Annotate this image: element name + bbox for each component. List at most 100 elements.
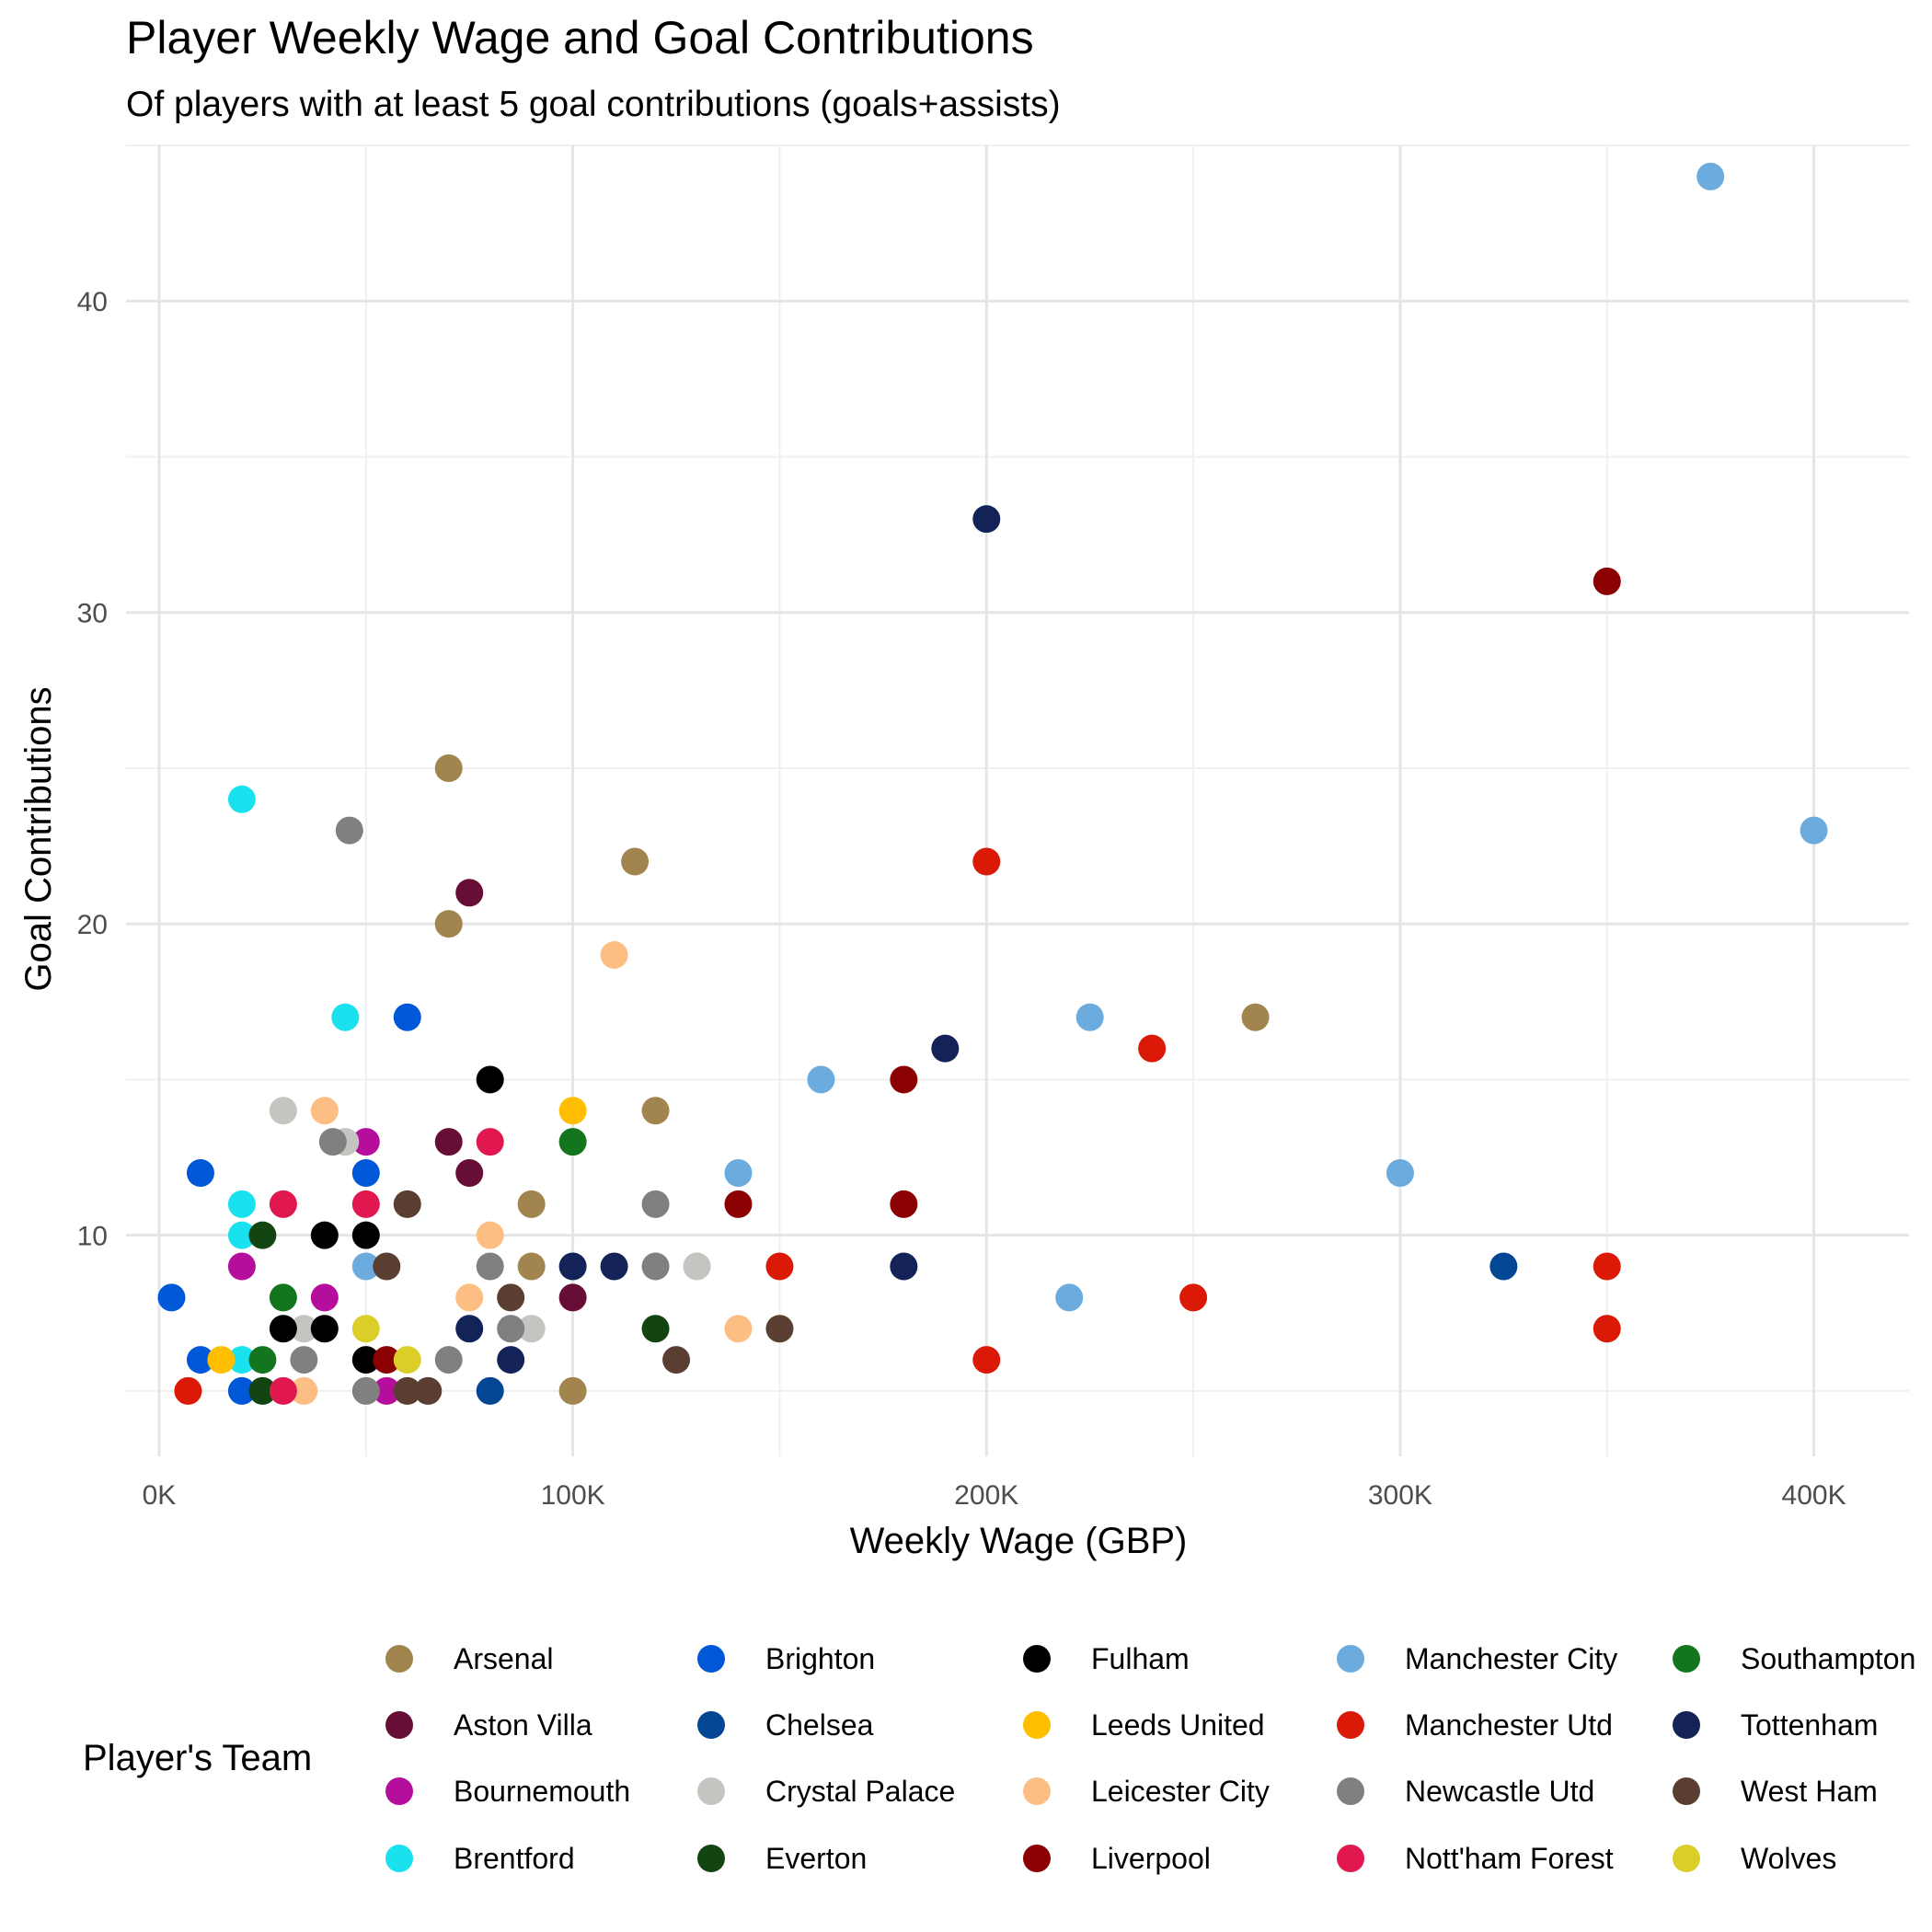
data-point bbox=[373, 1376, 401, 1405]
data-point bbox=[558, 1097, 587, 1125]
data-point bbox=[310, 1097, 339, 1125]
legend-swatch bbox=[697, 1645, 725, 1673]
data-point bbox=[683, 1252, 711, 1281]
data-point bbox=[414, 1376, 443, 1405]
legend-label: Wolves bbox=[1741, 1842, 1836, 1875]
y-tick-label: 20 bbox=[77, 910, 108, 940]
data-point bbox=[248, 1376, 277, 1405]
x-tick-label: 200K bbox=[954, 1480, 1018, 1511]
legend-item: Arsenal bbox=[385, 1642, 554, 1675]
data-point bbox=[517, 1315, 546, 1343]
legend-swatch bbox=[1673, 1645, 1700, 1673]
data-point bbox=[1386, 1158, 1414, 1187]
legend-swatch bbox=[697, 1845, 725, 1872]
chart-subtitle: Of players with at least 5 goal contribu… bbox=[126, 85, 1061, 124]
legend-item: Everton bbox=[697, 1842, 867, 1875]
legend-swatch bbox=[385, 1711, 413, 1739]
data-point bbox=[497, 1346, 525, 1374]
gridlines bbox=[126, 144, 1909, 1456]
data-point bbox=[269, 1283, 297, 1312]
legend-label: Leeds United bbox=[1091, 1708, 1265, 1742]
data-point bbox=[290, 1315, 318, 1343]
legend-label: Aston Villa bbox=[454, 1708, 592, 1742]
x-tick-label: 0K bbox=[143, 1480, 177, 1511]
data-point bbox=[157, 1283, 186, 1312]
y-tick-label: 30 bbox=[77, 599, 108, 629]
legend-swatch bbox=[385, 1777, 413, 1805]
legend-swatch bbox=[1337, 1645, 1364, 1673]
legend-item: Leicester City bbox=[1023, 1775, 1270, 1808]
legend-label: Manchester Utd bbox=[1405, 1708, 1613, 1742]
legend-swatch bbox=[1673, 1777, 1700, 1805]
legend-item: Fulham bbox=[1023, 1642, 1190, 1675]
data-point bbox=[890, 1065, 918, 1094]
legend-item: Brentford bbox=[385, 1842, 575, 1875]
data-point bbox=[641, 1252, 670, 1281]
data-point bbox=[641, 1190, 670, 1218]
data-point bbox=[497, 1283, 525, 1312]
data-point bbox=[724, 1190, 753, 1218]
data-point bbox=[351, 1128, 380, 1156]
legend-label: Nott'ham Forest bbox=[1405, 1842, 1614, 1875]
data-point bbox=[517, 1190, 546, 1218]
legend-item: West Ham bbox=[1673, 1775, 1878, 1808]
data-point bbox=[227, 1252, 256, 1281]
data-point bbox=[600, 941, 628, 970]
data-point bbox=[476, 1221, 504, 1249]
data-point bbox=[310, 1221, 339, 1249]
legend-swatch bbox=[1023, 1645, 1051, 1673]
data-point bbox=[335, 816, 363, 845]
data-point bbox=[641, 1097, 670, 1125]
data-point bbox=[434, 910, 463, 938]
data-point bbox=[269, 1315, 297, 1343]
data-point bbox=[434, 1346, 463, 1374]
y-tick-label: 10 bbox=[77, 1222, 108, 1252]
legend-label: Brentford bbox=[454, 1842, 575, 1875]
legend-swatch bbox=[1023, 1777, 1051, 1805]
legend-label: Brighton bbox=[765, 1642, 875, 1675]
data-point bbox=[269, 1190, 297, 1218]
legend-swatch bbox=[1673, 1711, 1700, 1739]
data-point bbox=[290, 1346, 318, 1374]
data-point bbox=[1696, 162, 1725, 190]
legend-item: Bournemouth bbox=[385, 1775, 630, 1808]
data-point bbox=[393, 1346, 421, 1374]
legend-item: Manchester City bbox=[1337, 1642, 1617, 1675]
data-point bbox=[807, 1065, 835, 1094]
x-tick-label: 100K bbox=[541, 1480, 605, 1511]
data-point bbox=[724, 1158, 753, 1187]
legend-label: Everton bbox=[765, 1842, 867, 1875]
data-point bbox=[765, 1315, 794, 1343]
legend-item: Leeds United bbox=[1023, 1708, 1265, 1742]
data-point bbox=[290, 1376, 318, 1405]
legend-swatch bbox=[697, 1711, 725, 1739]
data-point bbox=[1075, 1003, 1104, 1031]
legend-label: Arsenal bbox=[454, 1642, 554, 1675]
legend-item: Newcastle Utd bbox=[1337, 1775, 1594, 1808]
data-point bbox=[373, 1252, 401, 1281]
legend-item: Chelsea bbox=[697, 1708, 874, 1742]
legend-item: Brighton bbox=[697, 1642, 875, 1675]
data-point bbox=[1800, 816, 1828, 845]
legend-title: Player's Team bbox=[83, 1738, 312, 1778]
legend: Arsenal Aston Villa Bournemouth Brentford Br… bbox=[385, 1642, 1915, 1875]
data-point bbox=[455, 879, 484, 907]
y-axis-ticks: 10 20 30 40 bbox=[77, 287, 108, 1251]
legend-swatch bbox=[1337, 1777, 1364, 1805]
y-tick-label: 40 bbox=[77, 287, 108, 317]
legend-label: West Ham bbox=[1741, 1775, 1878, 1808]
data-point bbox=[207, 1346, 236, 1374]
data-point bbox=[765, 1252, 794, 1281]
legend-item: Tottenham bbox=[1673, 1708, 1878, 1742]
data-point bbox=[248, 1221, 277, 1249]
legend-label: Tottenham bbox=[1741, 1708, 1878, 1742]
data-point bbox=[600, 1252, 628, 1281]
data-point bbox=[393, 1003, 421, 1031]
data-point bbox=[972, 1346, 1001, 1374]
legend-label: Manchester City bbox=[1405, 1642, 1617, 1675]
legend-swatch bbox=[1337, 1711, 1364, 1739]
data-point bbox=[1593, 1315, 1621, 1343]
legend-item: Wolves bbox=[1673, 1842, 1836, 1875]
legend-swatch bbox=[1337, 1845, 1364, 1872]
data-point bbox=[662, 1346, 691, 1374]
